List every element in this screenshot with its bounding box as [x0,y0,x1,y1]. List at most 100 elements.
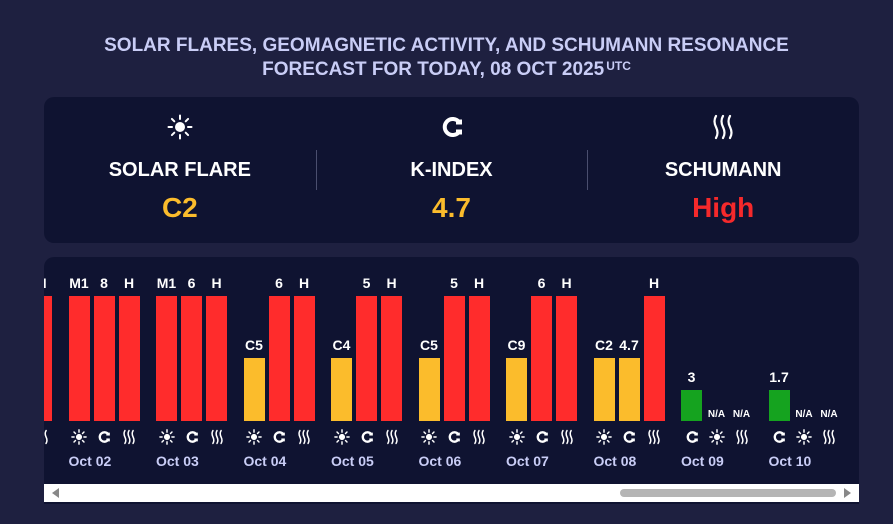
bar-value-label: N/A [820,409,838,420]
bar-value-label: H [386,275,397,291]
summary-k-index: K-INDEX 4.7 [315,97,588,243]
solar-flare-label: SOLAR FLARE [108,159,251,181]
date-label: Oct 02 [68,453,112,469]
scroll-left-icon[interactable] [52,488,59,498]
chart-day: M1 8 H Oct 02 [68,257,159,487]
date-label: Oct 07 [506,453,549,469]
magnet-icon [681,429,702,445]
magnet-icon [619,429,640,445]
summary-solar-flare: SOLAR FLARE C2 [44,97,316,243]
chart-bar-k-index [531,296,552,421]
chart-bar-k-index [443,296,465,421]
bar-value-label: H [211,275,222,291]
bar-value-label: C5 [245,337,263,353]
date-label: Oct 06 [418,453,462,469]
bar-value-label: C2 [595,337,613,353]
chart-bar-k-index [93,296,115,421]
waves-icon [711,114,735,140]
sun-icon [506,429,527,445]
waves-icon [731,429,752,445]
bar-value-label: 8 [100,275,108,291]
summary-schumann: SCHUMANN High [587,97,859,243]
chart-bar-schumann [44,296,52,421]
sun-icon [794,429,815,445]
schumann-label: SCHUMANN [664,159,782,181]
bar-value-label: H [648,275,660,291]
chart-day: 3 N/A N/A Oct 09 [681,257,771,487]
scroll-right-icon[interactable] [844,488,851,498]
chart-day: 1.7 N/A N/A Oct 10 [768,257,859,487]
chart-bar-solar-flare [593,358,615,421]
scrollbar-thumb[interactable] [620,489,836,497]
sun-icon [244,429,265,445]
magnet-icon [444,429,465,445]
sun-icon [331,429,352,445]
bar-value-label: H [298,275,310,291]
chart-bar-solar-flare [506,358,527,421]
title-line-2: FORECAST FOR TODAY, 08 OCT 2025 UTC [0,58,893,82]
waves-icon [381,429,402,445]
bar-value-label: H [123,275,135,291]
magnet-icon [531,429,552,445]
bar-value-label: M1 [156,275,177,291]
page-title: SOLAR FLARES, GEOMAGNETIC ACTIVITY, AND … [0,34,893,82]
bar-value-label: N/A [707,409,726,420]
chart-bar-schumann [118,296,140,421]
waves-icon [206,429,227,445]
magnet-icon [769,429,790,445]
waves-icon [119,429,140,445]
bar-value-label: 6 [275,275,283,291]
k-index-value: 4.7 [432,192,471,223]
bar-value-label: H [473,275,485,291]
schumann-value: High [692,192,755,223]
chart-bar-solar-flare [243,358,265,421]
sun-icon [706,429,727,445]
chart-bar-schumann [206,296,227,421]
chart-day: H [44,257,71,487]
waves-icon [469,429,490,445]
waves-icon [556,429,577,445]
solar-flare-value: C2 [161,192,198,223]
chart-bar-schumann [381,296,402,421]
chart-bar-solar-flare [68,296,90,421]
chart-bar-k-index [181,296,202,421]
bar-value-label: N/A [732,409,751,420]
utc-label: UTC [606,59,631,73]
chart-day: C5 5 H Oct 06 [418,257,509,487]
title-line-2-text: FORECAST FOR TODAY, 08 OCT 2025 [262,59,605,80]
waves-icon [644,429,665,445]
title-line-1: SOLAR FLARES, GEOMAGNETIC ACTIVITY, AND … [104,35,789,56]
waves-icon [44,429,52,445]
bar-value-label: 5 [362,275,371,291]
chart-day: C9 6 H Oct 07 [506,257,596,487]
magnet-icon [94,429,115,445]
chart-bar-k-index [268,296,290,421]
chart-bar-k-index [356,296,377,421]
bar-value-label: 5 [450,275,458,291]
bar-value-label: 3 [687,369,696,385]
chart-bar-k-index [681,390,702,421]
magnet-icon [181,429,202,445]
sun-icon [69,429,90,445]
bar-value-label: 1.7 [769,369,789,385]
summary-panel: SOLAR FLARE C2 K-INDEX 4.7 SCHUMANN High [44,97,859,243]
date-label: Oct 10 [768,453,812,469]
waves-icon [819,429,840,445]
bar-value-label: M1 [69,275,89,291]
bar-value-label: H [44,275,57,291]
chart-bar-schumann [556,296,577,421]
date-label: Oct 09 [681,453,724,469]
waves-icon [294,429,315,445]
date-label: Oct 08 [593,453,637,469]
sun-icon [419,429,440,445]
sun-icon [167,114,193,140]
chart-bar-schumann [293,296,315,421]
horizontal-scrollbar[interactable] [44,484,859,502]
bar-value-label: C5 [420,337,438,353]
bar-value-label: H [561,275,572,291]
chart-bar-solar-flare [418,358,440,421]
chart-day: C5 6 H Oct 04 [243,257,334,487]
bar-value-label: N/A [795,409,813,420]
chart-bar-schumann [643,296,665,421]
